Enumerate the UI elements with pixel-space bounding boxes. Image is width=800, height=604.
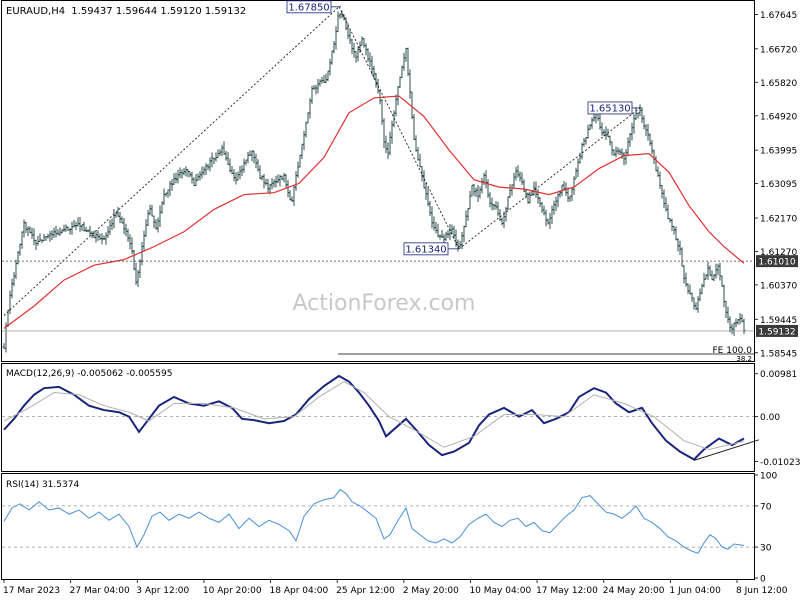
rsi-plot-layer <box>2 488 754 554</box>
macd-trendline <box>693 439 760 461</box>
rsi-title: RSI(14) 31.5374 <box>6 480 79 490</box>
moving-average-line <box>3 95 745 329</box>
rsi-axis-tick-label: 100 <box>760 472 777 482</box>
macd-title: MACD(12,26,9) -0.005062 -0.005595 <box>6 369 172 379</box>
rsi-panel-frame <box>1 473 755 580</box>
price-axis-tick-label: 1.62170 <box>760 214 797 224</box>
time-axis-tick-label: 24 May 20:00 <box>603 586 665 596</box>
last-price-tag <box>756 324 798 337</box>
macd-signal-line <box>3 381 745 450</box>
price-axis-tick-label: 1.63095 <box>760 180 797 190</box>
watermark: ActionForex.com <box>293 291 476 316</box>
annotation-low-label: 1.61340 <box>405 244 446 255</box>
time-axis-tick-label: 10 May 04:00 <box>469 586 531 596</box>
main-plot-layer: 1.67850 1.65130 1.61340 <box>2 0 754 355</box>
time-axis-tick-label: 25 Apr 12:00 <box>336 586 395 596</box>
time-axis-tick-label: 1 Jun 04:00 <box>669 586 721 596</box>
axes-layer: 1.67645 1.66720 1.65820 1.64920 1.63995 1.630… <box>3 11 800 596</box>
price-axis-tick-label: 1.58545 <box>760 349 797 359</box>
time-axis-tick-label: 3 Apr 12:00 <box>136 586 189 596</box>
time-axis-tick-label: 2 May 20:00 <box>403 586 459 596</box>
price-axis-tick-label: 1.59445 <box>760 316 797 326</box>
macd-main-line <box>3 374 745 461</box>
price-axis-tick-label: 1.63995 <box>760 147 797 157</box>
header-ohlc: 1.59437 1.59644 1.59120 1.59132 <box>71 6 246 17</box>
time-axis-tick-label: 17 May 12:00 <box>536 586 598 596</box>
ohlc-bar <box>742 318 746 334</box>
annotation-high-label: 1.67850 <box>288 2 329 13</box>
fe-label-secondary: 38.2 <box>736 355 752 363</box>
chart-header: EURAUD,H4 1.59437 1.59644 1.59120 1.5913… <box>6 6 246 17</box>
rsi-axis-tick-label: 0 <box>760 575 766 585</box>
macd-axis-tick-label: 0.00981 <box>760 370 797 380</box>
price-axis-tick-label: 1.64920 <box>760 112 797 122</box>
last-price-tag-label: 1.59132 <box>758 327 795 337</box>
support-price-tag <box>756 255 798 268</box>
time-axis-tick-label: 18 Apr 04:00 <box>270 586 329 596</box>
header-symbol: EURAUD,H4 <box>6 6 65 17</box>
time-axis-tick-label: 27 Mar 04:00 <box>70 586 130 596</box>
main-panel-frame <box>1 0 755 362</box>
support-price-tag-label: 1.61010 <box>758 258 795 268</box>
macd-panel-frame <box>1 363 755 472</box>
price-axis-tick-label: 1.65820 <box>760 79 797 89</box>
annotation-swing-high-label: 1.65130 <box>589 103 630 114</box>
swing-dotted-line <box>338 6 460 250</box>
rsi-line <box>3 488 745 554</box>
macd-axis-tick-label: 0.00 <box>760 413 780 423</box>
time-axis-tick-label: 17 Mar 2023 <box>3 586 60 596</box>
price-axis-tick-label: 1.61270 <box>760 248 797 258</box>
time-axis-tick-label: 10 Apr 20:00 <box>203 586 262 596</box>
price-axis-tick-label: 1.60370 <box>760 281 797 291</box>
macd-axis-tick-label: -0.010235 <box>760 458 800 468</box>
macd-plot-layer <box>2 374 760 461</box>
rsi-axis-tick-label: 70 <box>760 502 772 512</box>
rsi-axis-tick-label: 30 <box>760 544 772 554</box>
fe-label: FE 100.0 <box>713 346 753 356</box>
price-axis-tick-label: 1.67645 <box>760 11 797 21</box>
price-axis-tick-label: 1.66720 <box>760 45 797 55</box>
time-axis-tick-label: 8 Jun 12:00 <box>736 586 788 596</box>
